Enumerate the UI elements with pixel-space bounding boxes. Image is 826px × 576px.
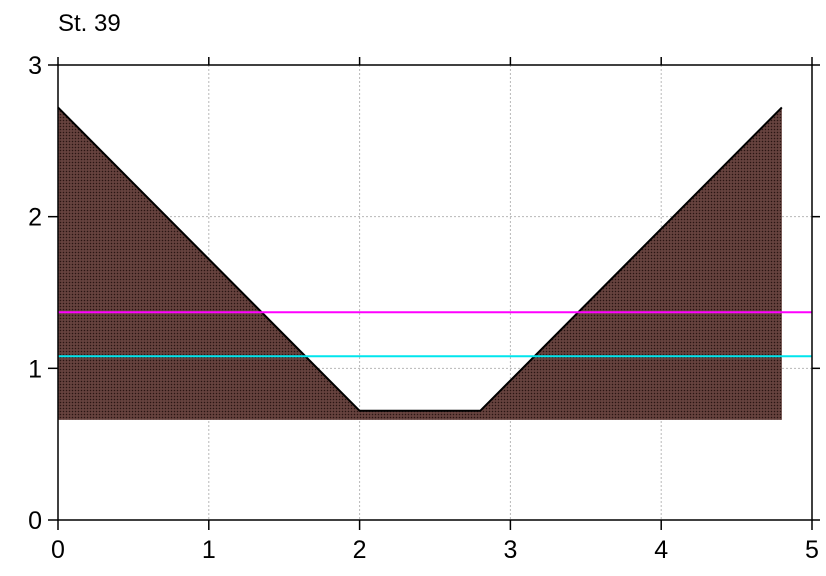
ground-fill	[58, 107, 782, 420]
y-tick-label: 0	[28, 507, 42, 535]
chart-title: St. 39	[58, 10, 121, 37]
x-tick-label: 4	[654, 536, 668, 564]
y-tick-label: 2	[28, 204, 42, 232]
y-tick-label: 3	[28, 52, 42, 80]
plot-frame	[57, 64, 813, 521]
x-tick-label: 3	[503, 536, 517, 564]
x-tick-label: 1	[202, 536, 216, 564]
y-tick-label: 1	[28, 355, 42, 383]
ground-profile-line	[57, 106, 783, 412]
x-tick-label: 2	[353, 536, 367, 564]
x-tick-label: 0	[51, 536, 65, 564]
x-tick-label: 5	[805, 536, 819, 564]
